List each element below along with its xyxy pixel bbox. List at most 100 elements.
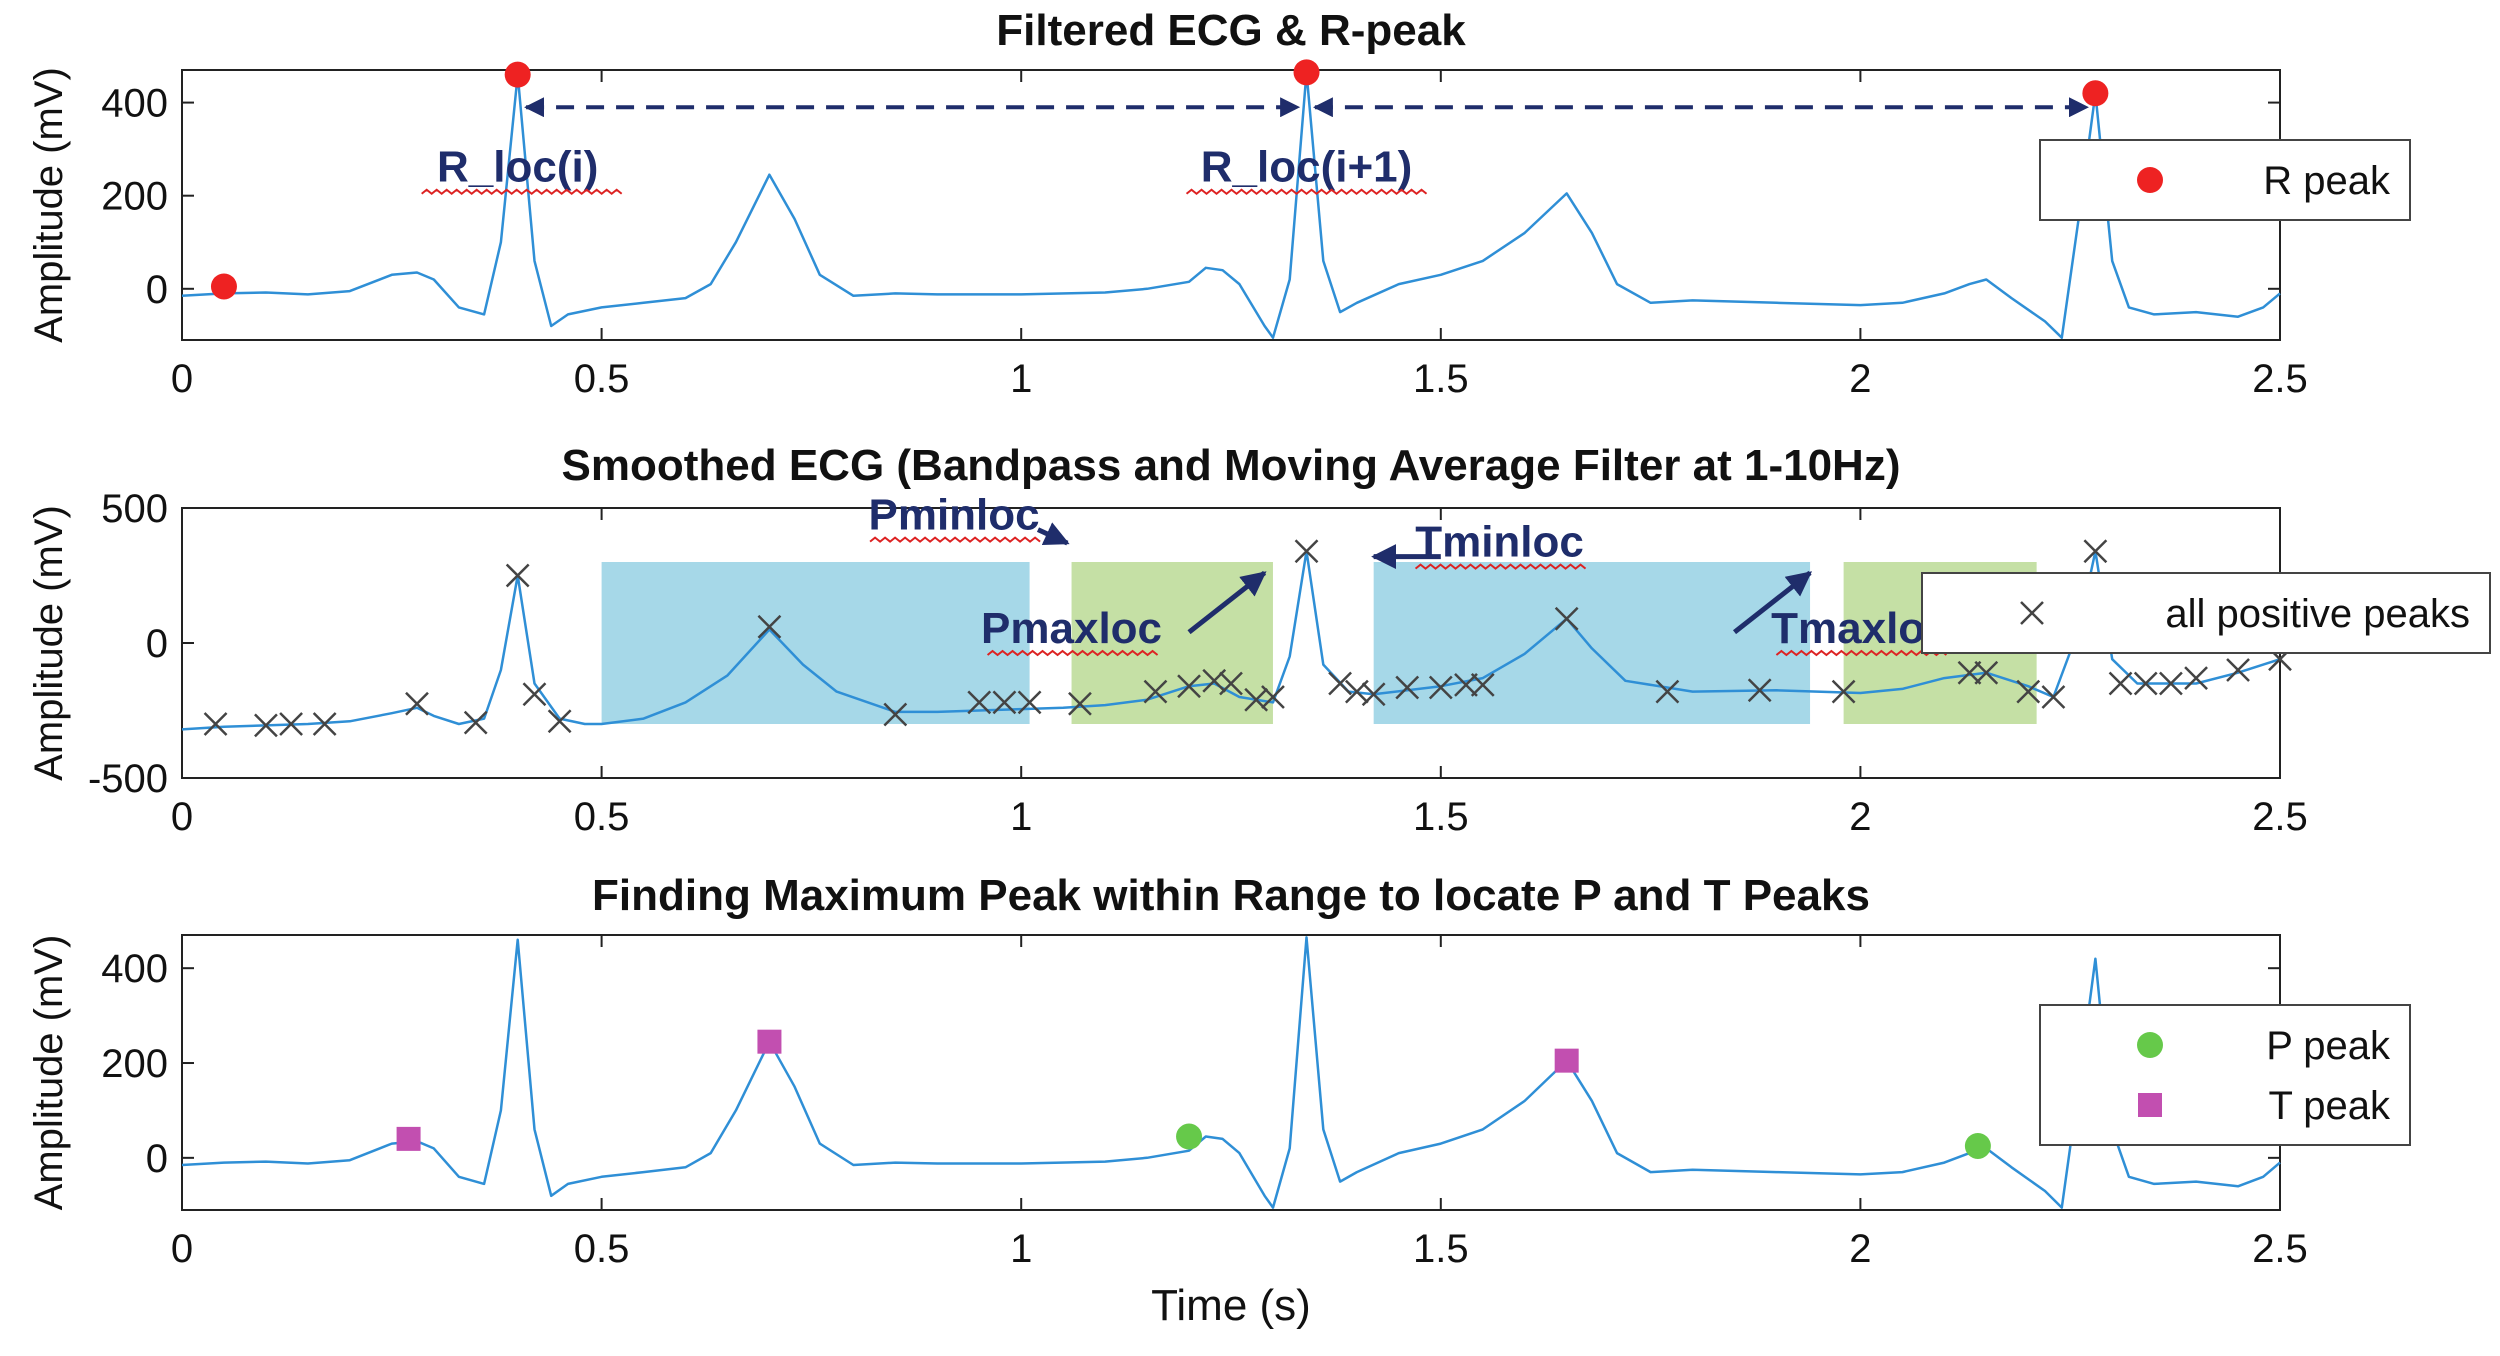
plot-area xyxy=(181,69,2281,341)
spellcheck-underline xyxy=(1185,188,1428,196)
y-tick-label: 200 xyxy=(101,1042,168,1086)
y-axis-label: Amplitude (mV) xyxy=(27,505,71,781)
y-axis-label: Amplitude (mV) xyxy=(27,935,71,1211)
x-tick-label: 0 xyxy=(171,1227,193,1271)
legend-marker xyxy=(2138,1093,2162,1117)
panel-title: Filtered ECG & R-peak xyxy=(996,6,1466,55)
y-tick-label: 0 xyxy=(146,1137,168,1181)
legend-marker xyxy=(2137,1032,2163,1058)
marker-r-peak xyxy=(2082,80,2109,107)
x-tick-label: 2.5 xyxy=(2252,1227,2308,1271)
marker-peak-x xyxy=(1554,606,1579,631)
marker-peak-x xyxy=(1328,671,1352,696)
marker-peak-x xyxy=(254,713,278,738)
y-tick-label: 0 xyxy=(146,268,168,312)
x-tick-label: 2.5 xyxy=(2252,357,2308,401)
shaded-region xyxy=(601,562,1030,724)
marker-peak-x xyxy=(2226,658,2250,682)
x-tick-label: 2 xyxy=(1849,357,1871,401)
panel-title: Smoothed ECG (Bandpass and Moving Averag… xyxy=(562,441,1901,490)
marker-peak-x xyxy=(1974,660,1999,685)
marker-peak-x xyxy=(2016,679,2041,704)
y-tick-label: -500 xyxy=(88,757,168,801)
marker-peak-x xyxy=(522,682,547,707)
pointer-arrow xyxy=(1036,522,1070,546)
x-tick-label: 2 xyxy=(1849,1227,1871,1271)
annotation-label: R_loc(i+1) xyxy=(1201,143,1413,192)
marker-peak-x xyxy=(2159,671,2183,696)
pointer-arrow xyxy=(1187,570,1267,635)
legend-label: T peak xyxy=(2268,1084,2391,1128)
marker-peak-x xyxy=(1361,682,1386,707)
legend-marker xyxy=(2137,167,2163,193)
marker-peak-x xyxy=(405,691,429,716)
panel-1: Filtered ECG & R-peak 0 0.5 1 1.5 2 2.5 0 200 400… xyxy=(27,6,2411,401)
spellcheck-underline xyxy=(869,536,1041,543)
marker-peak-x xyxy=(1655,679,1680,704)
marker-peak-x xyxy=(1143,679,1168,704)
y-tick-label: 500 xyxy=(101,487,168,531)
marker-r-peak xyxy=(1293,59,1320,86)
marker-t-peak xyxy=(396,1126,421,1151)
marker-peak-x xyxy=(1395,675,1420,700)
annotation-label: Pmaxloc xyxy=(981,604,1162,653)
marker-peak-x xyxy=(1428,675,1453,700)
y-tick-label: 0 xyxy=(146,622,168,666)
marker-peak-x xyxy=(992,690,1017,715)
x-tick-label: 1.5 xyxy=(1413,795,1469,839)
x-tick-label: 0 xyxy=(171,357,193,401)
x-tick-label: 1 xyxy=(1010,795,1032,839)
legend-box xyxy=(2039,139,2411,221)
x-tick-label: 0 xyxy=(171,795,193,839)
marker-peak-x xyxy=(757,614,782,639)
y-axis-label: Amplitude (mV) xyxy=(27,67,71,343)
legend-marker xyxy=(2020,601,2044,625)
legend: R peak xyxy=(2039,139,2411,221)
x-axis-label: Time (s) xyxy=(1151,1281,1311,1330)
legend: P peak T peak xyxy=(2039,1004,2411,1146)
marker-peak-x xyxy=(2108,671,2133,696)
marker-peak-x xyxy=(1957,660,1982,685)
legend-label: P peak xyxy=(2266,1024,2391,1068)
marker-peak-x xyxy=(463,710,488,735)
marker-peak-x xyxy=(1454,672,1478,697)
legend: all positive peaks xyxy=(1921,572,2491,654)
ecg-signal-line xyxy=(181,71,2281,339)
marker-t-peak xyxy=(1554,1048,1579,1073)
annotation-label: Tminloc xyxy=(1415,518,1584,567)
marker-p-peak xyxy=(1964,1132,1991,1159)
legend-box xyxy=(2039,1004,2411,1146)
spellcheck-underline xyxy=(1775,649,1948,657)
x-tick-label: 1 xyxy=(1010,357,1032,401)
marker-peak-x xyxy=(1261,685,1285,709)
shaded-region xyxy=(1373,562,1811,724)
legend-box xyxy=(1921,572,2491,654)
panel-title: Finding Maximum Peak within Range to loc… xyxy=(592,871,1870,920)
plot-area xyxy=(181,934,2281,1211)
ecg-signal-line xyxy=(181,936,2281,1209)
legend-label: R peak xyxy=(2263,159,2391,203)
y-tick-label: 200 xyxy=(101,175,168,219)
marker-p-peak xyxy=(1176,1123,1203,1150)
marker-peak-x xyxy=(883,702,908,727)
marker-peak-x xyxy=(505,563,530,588)
marker-r-peak xyxy=(210,273,237,300)
annotation-label: R_loc(i) xyxy=(437,143,598,192)
marker-peak-x xyxy=(2133,671,2158,696)
marker-peak-x xyxy=(1068,691,1092,716)
x-tick-label: 1 xyxy=(1010,1227,1032,1271)
spellcheck-underline xyxy=(421,188,623,196)
marker-peak-x xyxy=(1177,674,1201,699)
x-tick-label: 1.5 xyxy=(1413,357,1469,401)
x-tick-label: 0.5 xyxy=(574,795,630,839)
marker-peak-x xyxy=(312,712,337,736)
marker-peak-x xyxy=(2184,666,2208,690)
marker-r-peak xyxy=(504,61,531,88)
annotation-label: Pminloc xyxy=(868,491,1039,540)
marker-peak-x xyxy=(2041,685,2066,709)
marker-peak-x xyxy=(1470,672,1495,697)
marker-peak-x xyxy=(1747,678,1772,703)
spellcheck-underline xyxy=(986,649,1159,657)
marker-peak-x xyxy=(1831,679,1856,704)
